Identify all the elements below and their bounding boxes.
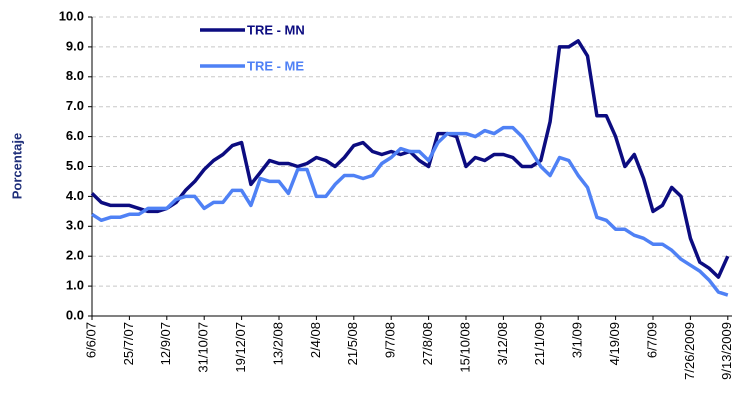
y-tick-label: 9.0 [66, 38, 84, 53]
x-tick-label: 2/4/08 [308, 322, 323, 358]
y-tick-label: 3.0 [66, 218, 84, 233]
x-tick-label: 3/1/09 [570, 322, 585, 358]
x-tick-label: 15/10/08 [457, 322, 472, 373]
y-axis-label: Porcentaje [9, 133, 24, 199]
x-tick-label: 21/1/09 [532, 322, 547, 365]
x-tick-label: 31/10/07 [196, 322, 211, 373]
x-tick-label: 25/7/07 [121, 322, 136, 365]
y-tick-label: 10.0 [59, 8, 84, 23]
x-tick-label: 3/12/08 [495, 322, 510, 365]
x-tick-label: 13/2/08 [270, 322, 285, 365]
legend-label: TRE - MN [247, 22, 305, 37]
series-line [91, 125, 729, 297]
x-tick-label: 6/7/09 [644, 322, 659, 358]
x-tick-label: 9/7/08 [383, 322, 398, 358]
y-tick-label: 6.0 [66, 128, 84, 143]
x-tick-label: 4/19/09 [607, 322, 622, 365]
x-tick-label: 12/9/07 [158, 322, 173, 365]
legend-label: TRE - ME [247, 58, 304, 73]
x-tick-label: 21/5/08 [345, 322, 360, 365]
y-tick-label: 4.0 [66, 188, 84, 203]
y-tick-label: 8.0 [66, 68, 84, 83]
x-tick-label: 7/26/2009 [682, 322, 697, 380]
y-tick-label: 5.0 [66, 158, 84, 173]
x-tick-label: 19/12/07 [233, 322, 248, 373]
x-tick-label: 9/13/2009 [719, 322, 732, 380]
y-tick-label: 1.0 [66, 278, 84, 293]
y-tick-label: 0.0 [66, 307, 84, 322]
y-tick-label: 2.0 [66, 248, 84, 263]
y-tick-label: 7.0 [66, 98, 84, 113]
x-tick-label: 27/8/08 [420, 322, 435, 365]
x-tick-label: 6/6/07 [83, 322, 98, 358]
